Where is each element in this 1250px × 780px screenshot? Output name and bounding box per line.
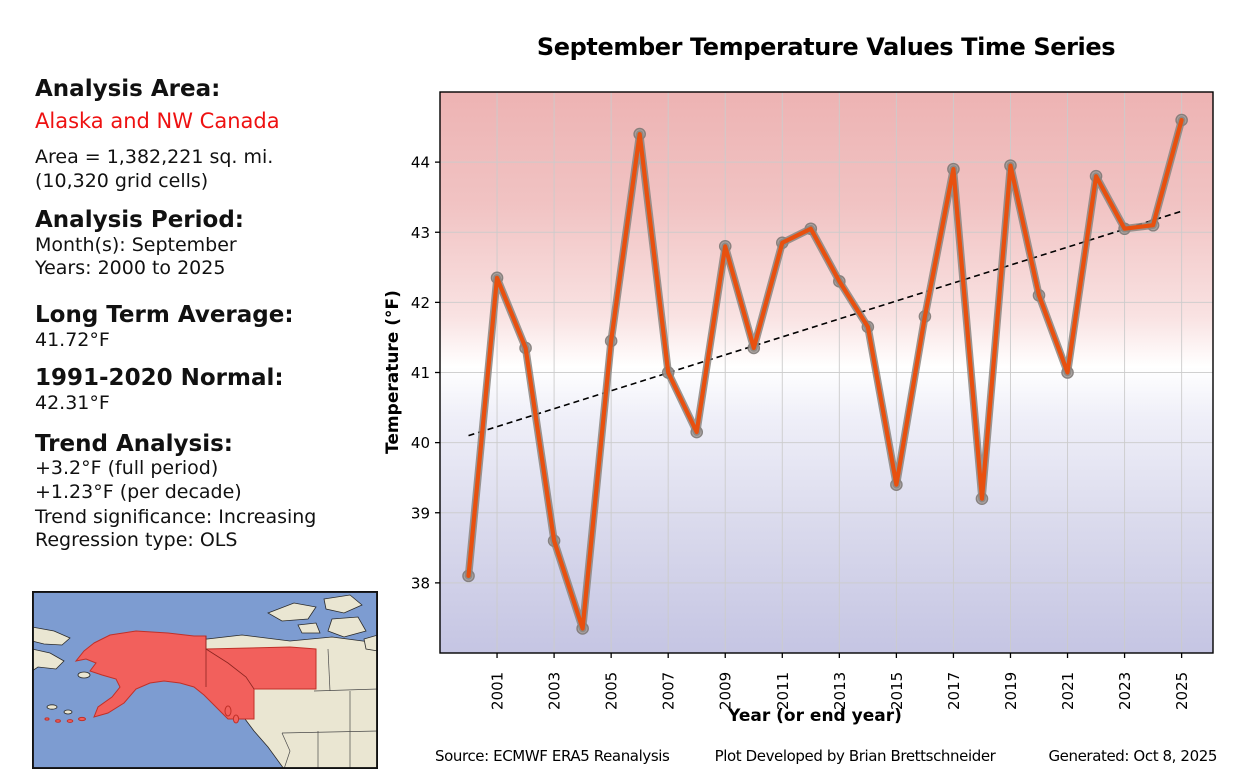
footer-generated: Generated: Oct 8, 2025	[1048, 747, 1217, 765]
x-tick-label: 2013	[831, 672, 849, 710]
x-tick-label: 2009	[717, 672, 735, 710]
x-tick-label: 2005	[603, 672, 621, 710]
trend-significance-text: Trend significance: Increasing	[35, 506, 317, 528]
y-tick-label: 42	[411, 294, 430, 312]
x-tick-label: 2023	[1116, 672, 1134, 710]
x-tick-label: 2003	[546, 672, 564, 710]
normal-heading: 1991-2020 Normal:	[35, 365, 284, 391]
region-locator-map	[32, 591, 378, 769]
temperature-line	[466, 117, 1184, 631]
period-years-text: Years: 2000 to 2025	[35, 257, 226, 279]
trend-full-period-text: +3.2°F (full period)	[35, 457, 219, 479]
map-highlight-borders	[205, 636, 255, 690]
area-size-text: Area = 1,382,221 sq. mi.	[35, 146, 274, 168]
map-frame	[32, 591, 378, 769]
period-month-text: Month(s): September	[35, 234, 237, 256]
trend-analysis-heading: Trend Analysis:	[35, 431, 233, 457]
trend-per-decade-text: +1.23°F (per decade)	[35, 481, 242, 503]
y-tick-label: 40	[411, 434, 430, 452]
analysis-area-heading: Analysis Area:	[35, 76, 221, 102]
footer-credit: Plot Developed by Brian Brettschneider	[715, 747, 997, 765]
x-tick-label: 2015	[888, 672, 906, 710]
x-tick-label: 2011	[774, 672, 792, 710]
analysis-period-heading: Analysis Period:	[35, 207, 244, 233]
grid-cells-text: (10,320 grid cells)	[35, 170, 209, 192]
x-tick-label: 2017	[945, 672, 963, 710]
trend-line	[468, 210, 1182, 437]
long-term-average-heading: Long Term Average:	[35, 302, 294, 328]
x-tick-label: 2019	[1002, 672, 1020, 710]
x-tick-label: 2021	[1059, 672, 1077, 710]
regression-type-text: Regression type: OLS	[35, 529, 238, 551]
normal-value: 42.31°F	[35, 392, 110, 414]
x-tick-label: 2007	[660, 672, 678, 710]
analysis-area-value: Alaska and NW Canada	[35, 109, 280, 133]
y-tick-label: 39	[411, 504, 430, 522]
footer-source: Source: ECMWF ERA5 Reanalysis	[435, 747, 670, 765]
map-borders	[281, 648, 378, 769]
y-tick-label: 41	[411, 364, 430, 382]
chart-title: September Temperature Values Time Series	[537, 33, 1115, 61]
x-tick-label: 2025	[1173, 672, 1191, 710]
long-term-average-value: 41.72°F	[35, 329, 110, 351]
y-tick-label: 43	[411, 224, 430, 242]
x-tick-label: 2001	[489, 672, 507, 710]
y-tick-label: 44	[411, 154, 430, 172]
y-tick-label: 38	[411, 574, 430, 592]
x-axis-label: Year (or end year)	[727, 706, 902, 726]
y-axis-label: Temperature (°F)	[383, 290, 403, 454]
plot-area: 38 39 40 41 42 43 44 2001 2003 2005 2007 2009 2011 20…	[411, 91, 1214, 710]
